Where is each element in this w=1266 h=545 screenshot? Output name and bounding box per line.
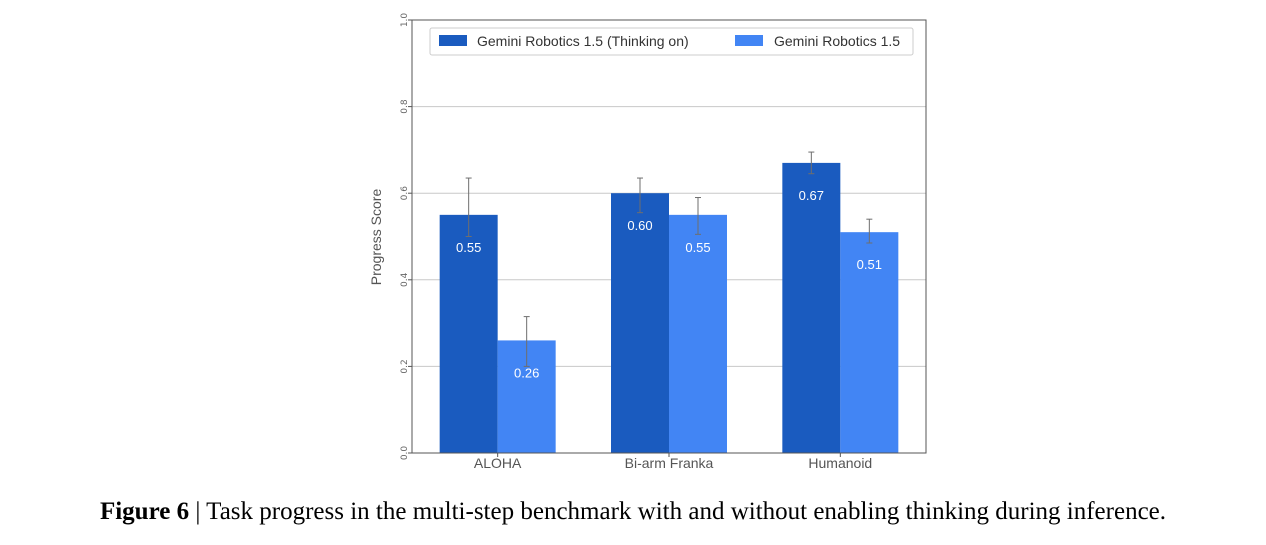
- figure-caption: Figure 6 | Task progress in the multi-st…: [0, 498, 1266, 526]
- legend: Gemini Robotics 1.5 (Thinking on) Gemini…: [429, 27, 914, 56]
- y-tick-label: 0.0: [400, 446, 410, 461]
- data-label: 0.26: [514, 365, 539, 380]
- x-tick-label: Humanoid: [808, 455, 872, 471]
- y-tick-label: 0.8: [400, 99, 410, 114]
- caption-text: Task progress in the multi-step benchmar…: [206, 498, 1167, 525]
- y-axis-title: Progress Score: [368, 189, 384, 286]
- data-label: 0.55: [456, 240, 481, 255]
- bar: [669, 214, 727, 453]
- bar: [840, 232, 899, 453]
- caption-separator: |: [195, 498, 201, 525]
- legend-label-default: Gemini Robotics 1.5: [774, 33, 900, 49]
- x-tick-label: Bi-arm Franka: [625, 455, 714, 471]
- axes: 0.0 0.2 0.4 0.6 0.8 1.0 ALOHA Bi-arm Franka Huma…: [400, 13, 872, 471]
- data-label: 0.55: [685, 240, 710, 255]
- data-label: 0.60: [627, 218, 652, 233]
- legend-label-thinking-on: Gemini Robotics 1.5 (Thinking on): [477, 33, 689, 49]
- bar: [611, 193, 669, 453]
- y-tick-label: 0.4: [400, 272, 410, 287]
- y-tick-label: 1.0: [400, 13, 410, 28]
- bars: 0.55 0.26 0.60 0.55 0.67 0.51: [439, 151, 899, 453]
- y-tick-label: 0.6: [400, 186, 410, 201]
- figure-label: Figure 6: [99, 498, 190, 525]
- x-tick-label: ALOHA: [474, 455, 522, 471]
- data-label: 0.67: [799, 188, 824, 203]
- y-tick-label: 0.2: [400, 359, 410, 373]
- data-label: 0.51: [857, 257, 882, 272]
- bar-chart: 0.55 0.26 0.60 0.55 0.67 0.51 0.0 0.2 0.4 0.6 0.8…: [368, 13, 927, 471]
- legend-box: [429, 27, 914, 56]
- legend-swatch-default: [735, 35, 763, 46]
- bar: [782, 162, 841, 453]
- bar: [439, 214, 498, 453]
- legend-swatch-thinking-on: [439, 35, 467, 46]
